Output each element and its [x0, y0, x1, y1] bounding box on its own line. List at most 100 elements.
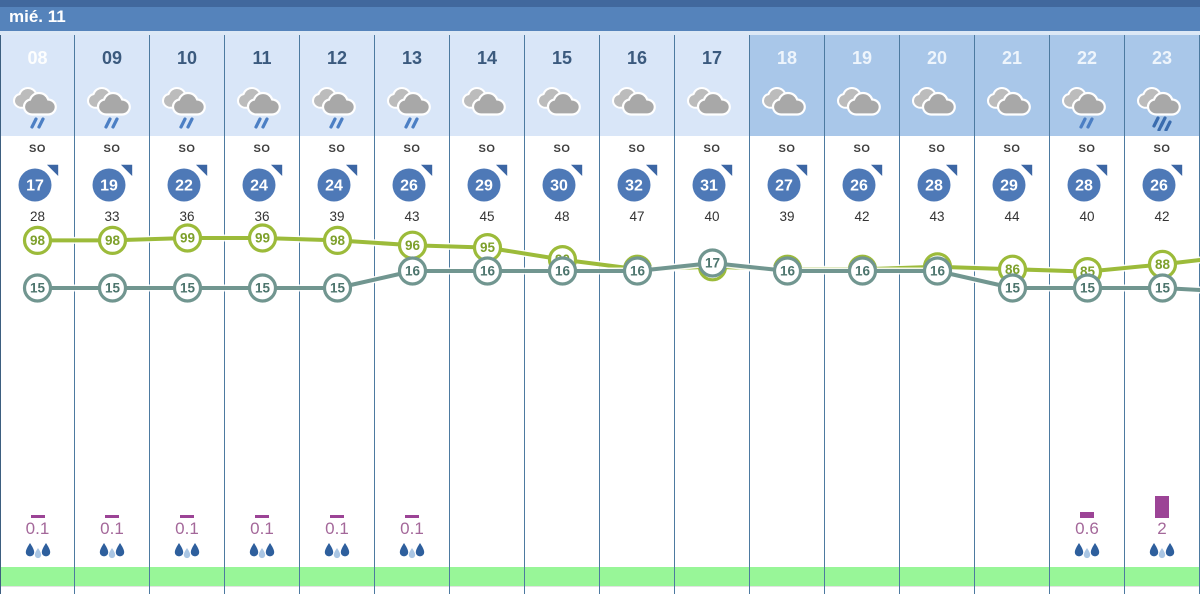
column-footer	[1125, 586, 1199, 594]
wind-gust-value: 36	[254, 209, 270, 224]
wind-direction-label: SO	[1153, 143, 1171, 155]
svg-text:27: 27	[775, 178, 793, 195]
hour-column-13[interactable]: 13 SO 26 43 0.1	[375, 35, 450, 594]
svg-text:29: 29	[475, 178, 493, 195]
weather-cloud-icon	[900, 78, 974, 136]
wind-direction-label: SO	[553, 143, 571, 155]
hour-label: 18	[750, 35, 824, 78]
hour-label: 14	[450, 35, 524, 78]
wind-direction-label: SO	[103, 143, 121, 155]
svg-text:22: 22	[175, 178, 193, 195]
svg-text:17: 17	[26, 178, 44, 195]
wind-direction-label: SO	[778, 143, 796, 155]
column-footer	[225, 586, 299, 594]
wind-direction-label: SO	[403, 143, 421, 155]
precip-value	[600, 519, 674, 541]
svg-text:26: 26	[400, 178, 418, 195]
precip-bar	[300, 493, 374, 519]
hour-label: 16	[600, 35, 674, 78]
hour-column-15[interactable]: 15 SO 30 48	[525, 35, 600, 594]
weather-cloud-icon	[450, 78, 524, 136]
precip-value	[525, 519, 599, 541]
wind-direction-label: SO	[478, 143, 496, 155]
hour-label: 20	[900, 35, 974, 78]
svg-text:19: 19	[100, 178, 118, 195]
chart-area-spacer	[300, 230, 374, 493]
chart-area-spacer	[600, 230, 674, 493]
wind-speed-badge: 29	[450, 160, 524, 206]
precip-bar	[1125, 493, 1199, 519]
svg-text:30: 30	[550, 178, 568, 195]
green-strip	[150, 567, 224, 586]
wind-direction-label: SO	[928, 143, 946, 155]
precip-bar	[900, 493, 974, 519]
hour-column-21[interactable]: 21 SO 29 44	[975, 35, 1050, 594]
weather-cloud-icon	[600, 78, 674, 136]
rain-drops-icon	[375, 541, 449, 567]
wind-speed-badge: 26	[375, 160, 449, 206]
precip-bar	[450, 493, 524, 519]
empty-drops-cell	[900, 541, 974, 567]
green-strip	[1125, 567, 1199, 586]
chart-area-spacer	[975, 230, 1049, 493]
hour-column-17[interactable]: 17 SO 31 40	[675, 35, 750, 594]
hour-column-23[interactable]: 23 SO 26 42 2	[1125, 35, 1200, 594]
hour-column-10[interactable]: 10 SO 22 36 0.1	[150, 35, 225, 594]
hour-label: 13	[375, 35, 449, 78]
green-strip	[450, 567, 524, 586]
day-label: mié. 11	[9, 7, 66, 26]
green-strip	[750, 567, 824, 586]
hour-column-19[interactable]: 19 SO 26 42	[825, 35, 900, 594]
hour-column-12[interactable]: 12 SO 24 39 0.1	[300, 35, 375, 594]
wind-direction-label: SO	[29, 143, 46, 155]
weather-rain-icon	[75, 78, 149, 136]
wind-speed-badge: 19	[75, 160, 149, 206]
hour-label: 15	[525, 35, 599, 78]
weather-rain-icon	[300, 78, 374, 136]
chart-area-spacer	[825, 230, 899, 493]
column-footer	[525, 586, 599, 594]
hour-column-09[interactable]: 09 SO 19 33 0.1	[75, 35, 150, 594]
weather-cloud-icon	[750, 78, 824, 136]
chart-area-spacer	[1, 230, 74, 493]
wind-speed-badge: 27	[750, 160, 824, 206]
svg-text:28: 28	[925, 178, 943, 195]
wind-gust-value: 40	[1079, 209, 1095, 224]
wind-gust-value: 42	[854, 209, 870, 224]
day-header-bar[interactable]: mié. 11	[0, 0, 1200, 31]
green-strip	[225, 567, 299, 586]
wind-gust-value: 36	[179, 209, 195, 224]
hour-label: 09	[75, 35, 149, 78]
precip-value: 0.6	[1075, 519, 1099, 538]
wind-gust-value: 47	[629, 209, 645, 224]
hour-column-20[interactable]: 20 SO 28 43	[900, 35, 975, 594]
hour-column-22[interactable]: 22 SO 28 40 0.6	[1050, 35, 1125, 594]
hour-column-11[interactable]: 11 SO 24 36 0.1	[225, 35, 300, 594]
rain-drops-icon	[1, 541, 74, 567]
column-footer	[900, 586, 974, 594]
green-strip	[675, 567, 749, 586]
weather-cloud-icon	[525, 78, 599, 136]
wind-gust-value: 40	[704, 209, 720, 224]
hour-label: 11	[225, 35, 299, 78]
wind-gust-value: 43	[929, 209, 945, 224]
wind-direction-label: SO	[253, 143, 271, 155]
column-footer	[825, 586, 899, 594]
empty-drops-cell	[450, 541, 524, 567]
hour-column-16[interactable]: 16 SO 32 47	[600, 35, 675, 594]
hour-column-08[interactable]: 08 SO 17 28 0.1	[0, 35, 75, 594]
column-footer	[600, 586, 674, 594]
precip-bar	[825, 493, 899, 519]
chart-area-spacer	[675, 230, 749, 493]
hour-label: 21	[975, 35, 1049, 78]
empty-drops-cell	[675, 541, 749, 567]
hour-label: 19	[825, 35, 899, 78]
precip-bar	[1, 493, 74, 519]
wind-gust-value: 44	[1004, 209, 1020, 224]
precip-value	[975, 519, 1049, 541]
hour-column-14[interactable]: 14 SO 29 45	[450, 35, 525, 594]
hour-column-18[interactable]: 18 SO 27 39	[750, 35, 825, 594]
hour-label: 10	[150, 35, 224, 78]
precip-value	[675, 519, 749, 541]
